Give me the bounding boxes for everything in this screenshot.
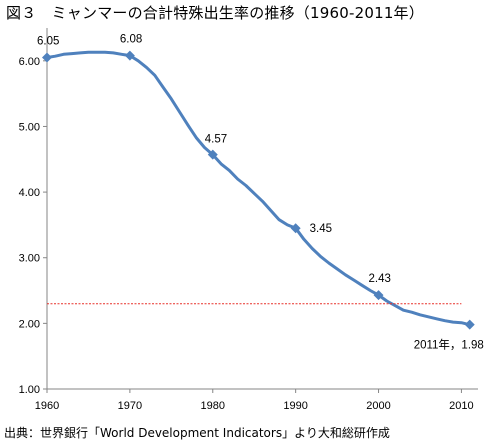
chart-data-labels: 6.05 6.08 4.57 3.45 2.43 2011年，1.98 (37, 34, 484, 352)
x-tick-label: 2000 (366, 400, 390, 412)
x-tick-label: 1970 (118, 400, 142, 412)
data-label: 6.05 (37, 36, 59, 48)
chart-markers (42, 50, 475, 330)
y-tick-label: 2.00 (19, 318, 40, 330)
x-tick-label: 2010 (449, 400, 473, 412)
data-label: 2011年，1.98 (414, 338, 484, 352)
data-point-marker (373, 290, 384, 301)
data-point-marker (290, 223, 301, 234)
y-tick-label: 5.00 (19, 121, 40, 133)
y-tick-label: 6.00 (19, 56, 40, 68)
chart-source-note: 出典：世界銀行「World Development Indicators」より大… (4, 426, 390, 440)
fertility-rate-line (45, 50, 472, 327)
chart-axes (43, 28, 478, 393)
chart-tick-labels: 1.00 2.00 3.00 4.00 5.00 6.00 1960 1970 1980 1990… (19, 56, 474, 412)
x-tick-label: 1980 (201, 400, 225, 412)
y-tick-label: 4.00 (19, 187, 40, 199)
data-label: 4.57 (205, 134, 227, 146)
data-point-marker (42, 52, 52, 63)
x-tick-label: 1960 (35, 400, 59, 412)
chart-title: 図３ ミャンマーの合計特殊出生率の推移（1960-2011年） (6, 4, 424, 22)
chart-series (45, 50, 472, 327)
y-tick-label: 3.00 (19, 253, 40, 265)
data-point-marker (207, 149, 218, 160)
data-point-marker (464, 319, 475, 330)
data-label: 3.45 (310, 223, 332, 235)
data-label: 2.43 (369, 273, 391, 285)
data-point-marker (124, 50, 135, 61)
data-label: 6.08 (120, 34, 142, 46)
y-tick-label: 1.00 (19, 384, 40, 396)
x-tick-label: 1990 (283, 400, 307, 412)
